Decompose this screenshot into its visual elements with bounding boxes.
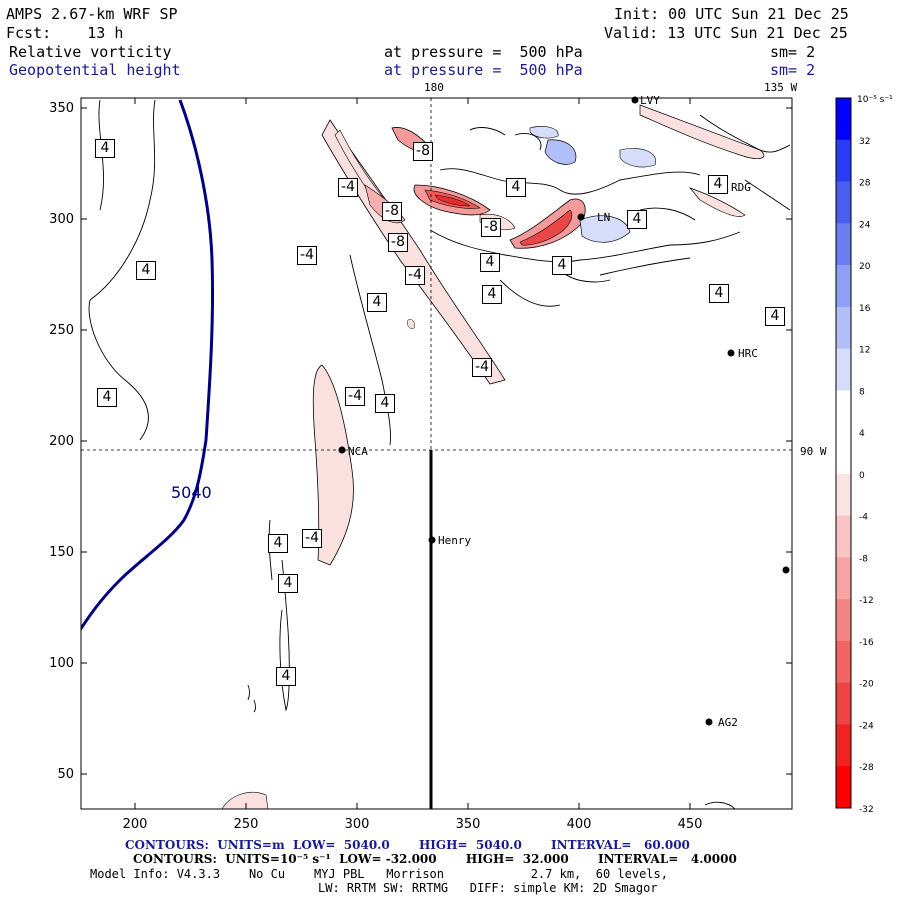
x-tick-label: 350	[456, 817, 481, 832]
x-tick-label: 450	[678, 817, 703, 832]
station-name: NCA	[348, 445, 368, 458]
contour-label: 4	[765, 307, 785, 326]
footer-model-info: Model Info: V4.3.3 No Cu MYJ PBL Morriso…	[90, 867, 668, 881]
station-name: Henry	[438, 534, 471, 547]
station-marker	[705, 718, 713, 726]
contour-label: 4	[708, 175, 728, 194]
contour-label: -8	[481, 218, 501, 237]
contour-label: 4	[278, 574, 298, 593]
contour-label: 4	[268, 534, 288, 553]
y-tick-label: 100	[49, 656, 74, 671]
station-name: AG2	[718, 716, 738, 729]
field-vorticity-smoothing: sm= 2	[770, 43, 816, 61]
footer-contours-vorticity: CONTOURS: UNITS=10⁻⁵ s⁻¹ LOW= -32.000 HI…	[133, 852, 737, 866]
station-name: LVY	[640, 94, 660, 107]
station-name: LN	[597, 211, 610, 224]
contour-label: 4	[375, 394, 395, 413]
contour-label: -4	[405, 266, 425, 285]
footer-physics: LW: RRTM SW: RRTMG DIFF: simple KM: 2D S…	[318, 881, 658, 895]
station-marker	[727, 349, 735, 357]
station-marker	[782, 566, 790, 574]
contour-label: 4	[97, 388, 117, 407]
contour-label: 4	[482, 285, 502, 304]
contour-label: 4	[506, 178, 526, 197]
vorticity-shading	[221, 104, 765, 809]
forecast-hour: Fcst: 13 h	[6, 24, 124, 42]
station-marker	[577, 213, 585, 221]
height-contour-5040	[81, 99, 215, 631]
y-tick-label: 200	[49, 434, 74, 449]
valid-time: Valid: 13 UTC Sun 21 Dec 25	[604, 24, 848, 42]
x-tick-label: 200	[123, 817, 148, 832]
contour-label: -8	[413, 142, 433, 161]
y-tick-label: 300	[49, 212, 74, 227]
y-tick-label: 350	[49, 101, 74, 116]
contour-label: -4	[302, 529, 322, 548]
y-tick-label: 150	[49, 545, 74, 560]
contour-label: -4	[472, 358, 492, 377]
station-name: RDG	[731, 181, 751, 194]
field-vorticity-level: at pressure = 500 hPa	[384, 43, 583, 61]
field-height-level: at pressure = 500 hPa	[384, 61, 583, 79]
x-tick-label: 300	[345, 817, 370, 832]
y-tick-label: 50	[57, 767, 74, 782]
model-title: AMPS 2.67-km WRF SP	[6, 5, 178, 23]
contour-label: 4	[480, 253, 500, 272]
contour-label: 4	[709, 284, 729, 303]
vorticity-contours	[88, 99, 791, 809]
station-marker	[631, 96, 639, 104]
contour-label: 4	[627, 210, 647, 229]
station-name: HRC	[738, 347, 758, 360]
contour-label: -8	[388, 233, 408, 252]
contour-label: 4	[367, 293, 387, 312]
init-time: Init: 00 UTC Sun 21 Dec 25	[614, 5, 849, 23]
field-vorticity-name: Relative vorticity	[9, 43, 172, 61]
meridian-90w-label: 90 W	[800, 445, 827, 458]
contour-label: 4	[95, 139, 115, 158]
contour-label: -4	[338, 178, 358, 197]
plot-frame	[80, 97, 793, 810]
station-marker	[338, 446, 346, 454]
contour-label: 4	[136, 261, 156, 280]
y-tick-label: 250	[49, 323, 74, 338]
meridian-180-label: 180	[424, 81, 444, 94]
contour-label: -8	[382, 202, 402, 221]
contour-label: 4	[552, 256, 572, 275]
x-tick-label: 250	[234, 817, 259, 832]
axis-ticks	[81, 98, 792, 809]
field-height-smoothing: sm= 2	[770, 61, 816, 79]
station-marker	[428, 536, 436, 544]
field-height-name: Geopotential height	[9, 61, 181, 79]
meridian-135w-label: 135 W	[764, 81, 797, 94]
footer-contours-height: CONTOURS: UNITS=m LOW= 5040.0 HIGH= 5040…	[125, 838, 690, 852]
height-contour-label: 5040	[171, 483, 212, 502]
contour-label: -4	[297, 246, 317, 265]
contour-label: 4	[276, 667, 296, 686]
x-tick-label: 400	[567, 817, 592, 832]
contour-label: -4	[345, 387, 365, 406]
